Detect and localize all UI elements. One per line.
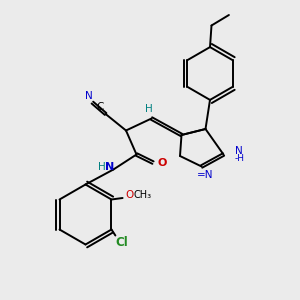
Text: H: H <box>98 162 106 172</box>
Text: N: N <box>235 146 243 156</box>
Text: -H: -H <box>234 154 244 163</box>
Text: N: N <box>105 162 114 172</box>
Text: H: H <box>145 104 153 115</box>
Text: O: O <box>125 190 134 200</box>
Text: Cl: Cl <box>115 236 128 250</box>
Text: C: C <box>97 102 104 112</box>
Text: =N: =N <box>197 170 214 180</box>
Text: O: O <box>157 158 167 168</box>
Text: N: N <box>85 91 93 101</box>
Text: CH₃: CH₃ <box>134 190 152 200</box>
